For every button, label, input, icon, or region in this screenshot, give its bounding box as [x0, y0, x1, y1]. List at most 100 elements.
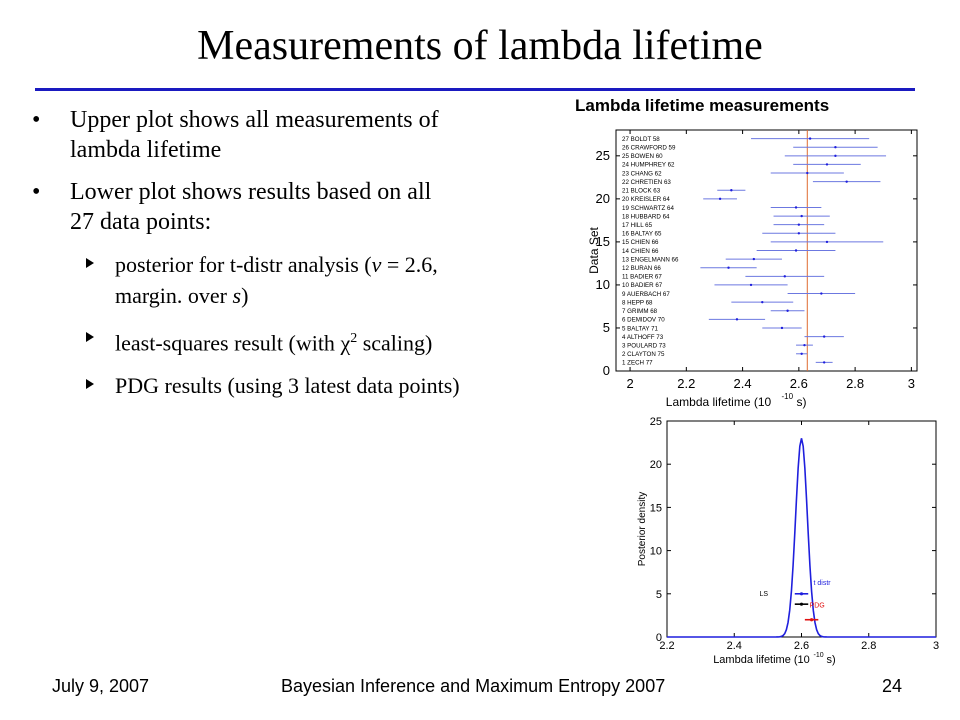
data-point: [797, 223, 801, 226]
data-point: [800, 352, 803, 355]
x-tick-label: 2: [626, 376, 633, 391]
data-point: [834, 146, 837, 149]
dataset-label: 25 BOWEN 60: [622, 153, 663, 160]
plot-frame: [615, 129, 918, 372]
x-tick-label: 2.2: [677, 376, 695, 391]
x-tick-label: 2.6: [794, 640, 809, 652]
data-point: [797, 232, 801, 235]
dataset-label: 20 KREISLER 64: [622, 196, 670, 203]
data-point: [786, 309, 789, 312]
x-tick-label: 2.4: [727, 640, 742, 652]
title-underline: [35, 88, 915, 91]
dataset-label: 22 CHRETIEN 63: [622, 179, 671, 186]
x-tick-label: 2.2: [659, 640, 674, 652]
dataset-label: 3 POULARD 73: [622, 342, 666, 349]
dataset-label: 13 ENGELMANN 66: [622, 256, 679, 263]
dataset-label: 6 DEMIDOV 70: [622, 317, 665, 324]
dataset-label: 2 CLAYTON 75: [622, 351, 665, 358]
data-point: [718, 197, 722, 201]
y-tick-label: 25: [596, 148, 610, 163]
bullet-dot: •: [32, 179, 41, 205]
result-point: [809, 618, 814, 622]
subbullet-pdg: PDG results (using 3 latest data points): [30, 370, 460, 401]
bullet-list: • Upper plot shows all measurements of l…: [30, 105, 460, 413]
y-axis-label: Data Set: [587, 226, 601, 273]
x-axis-label-unit: s): [827, 654, 836, 666]
data-point: [825, 163, 829, 166]
data-point: [735, 318, 739, 321]
x-axis-label: Lambda lifetime (10: [713, 654, 810, 666]
dataset-label: 5 BALTAY 71: [622, 325, 659, 332]
data-point: [803, 343, 806, 347]
y-tick-label: 20: [596, 191, 610, 206]
data-point: [800, 214, 803, 218]
dataset-label: 27 BOLDT 58: [622, 136, 660, 143]
dataset-label: 24 HUMPHREY 62: [622, 162, 675, 169]
result-point: [799, 592, 804, 596]
footer-page-number: 24: [882, 676, 903, 696]
footer-date: July 9, 2007: [52, 676, 150, 696]
dataset-label: 8 HEPP 68: [622, 299, 653, 306]
bullet-text: Lower plot shows results based on all 27…: [70, 179, 432, 235]
x-tick-label: 3: [933, 640, 939, 652]
y-tick-label: 25: [650, 416, 662, 428]
data-point: [749, 283, 753, 287]
data-point: [806, 171, 809, 175]
posterior-curve: [667, 438, 936, 638]
x-axis-label-exp: -10: [814, 652, 824, 659]
data-point: [834, 154, 837, 158]
slide-title: Measurements of lambda lifetime: [197, 23, 763, 69]
x-axis-label-unit: s): [797, 395, 807, 409]
dataset-label: 16 BALTAY 65: [622, 231, 662, 238]
x-tick-label: 2.4: [734, 376, 752, 391]
dataset-label: 4 ALTHOFF 73: [622, 334, 664, 341]
y-tick-label: 15: [596, 234, 610, 249]
y-tick-label: 0: [603, 363, 610, 378]
data-point: [730, 189, 733, 192]
dataset-label: 18 HUBBARD 64: [622, 213, 670, 220]
dataset-label: 17 HILL 65: [622, 222, 653, 229]
y-tick-label: 20: [650, 459, 662, 471]
y-tick-label: 5: [603, 320, 610, 335]
plot-heading: Lambda lifetime measurements: [575, 96, 830, 115]
arrow-bullet-icon: [86, 379, 94, 390]
x-axis-label: Lambda lifetime (10: [666, 395, 772, 409]
dataset-label: 15 CHIEN 66: [622, 239, 659, 246]
subbullet-posterior: posterior for t-distr analysis (v = 2.6,…: [30, 249, 460, 311]
y-tick-label: 5: [656, 589, 662, 601]
result-point: [799, 602, 804, 606]
y-axis-label: Posterior density: [637, 492, 648, 566]
y-tick-label: 0: [656, 632, 662, 644]
x-tick-label: 2.8: [861, 640, 876, 652]
data-point: [752, 257, 756, 261]
bullet-dot: •: [32, 107, 41, 133]
footer-conference: Bayesian Inference and Maximum Entropy 2…: [281, 676, 666, 696]
dataset-label: 14 CHIEN 66: [622, 248, 659, 255]
data-point: [761, 300, 764, 304]
dataset-label: 19 SCHWARTZ 64: [622, 205, 674, 212]
dataset-label: 7 GRIMM 68: [622, 308, 658, 315]
arrow-bullet-icon: [86, 258, 94, 268]
bullet-text: Upper plot shows all measurements of lam…: [70, 107, 439, 163]
x-tick-label: 2.8: [846, 376, 864, 391]
data-point: [845, 180, 848, 183]
dataset-label: 12 BURAN 66: [622, 265, 661, 272]
y-tick-label: 10: [650, 546, 662, 558]
legend-label-ls: LS: [760, 591, 769, 598]
dataset-label: 26 CRAWFORD 59: [622, 145, 676, 152]
data-point: [794, 249, 798, 252]
data-point: [820, 292, 823, 295]
y-tick-label: 10: [596, 277, 610, 292]
dataset-label: 11 BADIER 67: [622, 274, 662, 281]
data-point: [822, 361, 826, 364]
dataset-label: 21 BLOCK 63: [622, 188, 661, 195]
legend-label-pdg: PDG: [810, 603, 825, 610]
data-point: [808, 137, 812, 140]
bullet-upper-plot: • Upper plot shows all measurements of l…: [30, 105, 460, 165]
subbullet-least-squares: least-squares result (with χ2 scaling): [30, 323, 460, 358]
arrow-bullet-icon: [86, 332, 94, 342]
y-tick-label: 15: [650, 502, 662, 514]
bullet-lower-plot: • Lower plot shows results based on all …: [30, 177, 460, 237]
data-point: [822, 335, 826, 338]
data-point: [825, 240, 829, 244]
